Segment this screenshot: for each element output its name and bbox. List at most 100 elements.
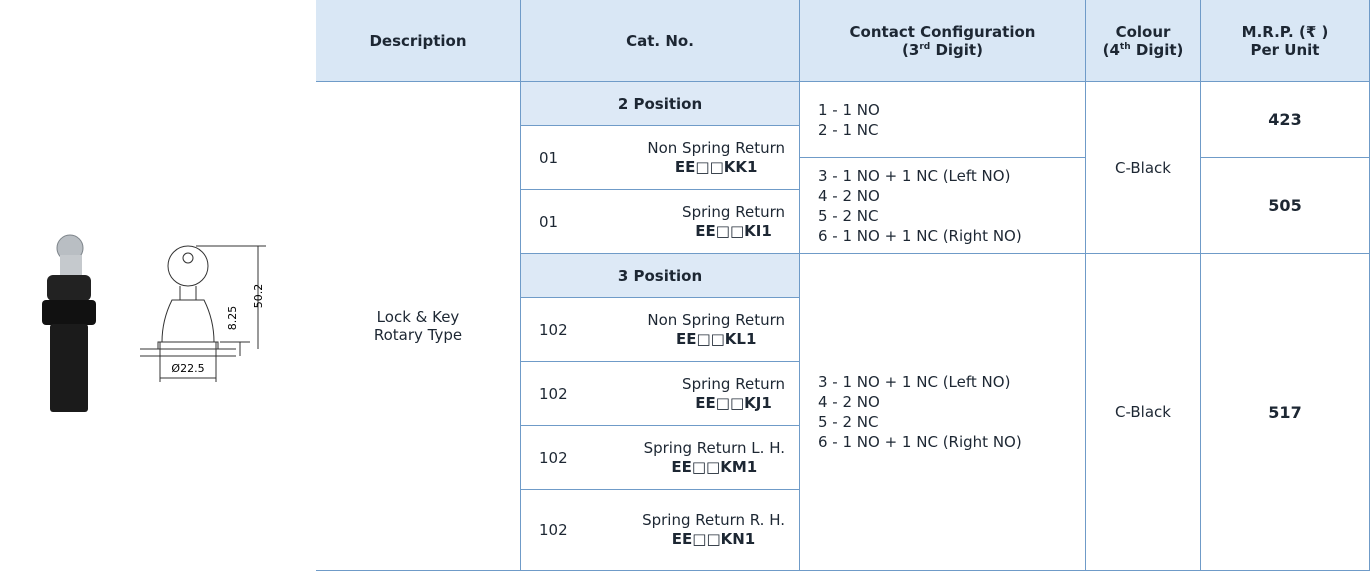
dimension-label: 8.25 [226,306,239,331]
variant-row: 102 Spring Return R. H. EE□□KN1 [521,490,800,571]
contact-line: 6 - 1 NO + 1 NC (Right NO) [818,226,1022,245]
dimension-drawing [140,245,266,382]
icon-label: 1 [539,384,549,403]
header-text: Description [369,31,467,50]
price: 423 [1268,110,1302,129]
header-text: Digit) [930,40,983,59]
price-cell: 517 [1201,254,1370,571]
icon-label: 0 [539,148,549,167]
variant-text: Non Spring Return EE□□KL1 [647,311,785,349]
variant-name: Spring Return [682,374,785,393]
contact-line: 6 - 1 NO + 1 NC (Right NO) [818,433,1022,451]
contact-line: 3 - 1 NO + 1 NC (Left NO) [818,166,1011,185]
header-text: Digit) [1130,40,1184,59]
position-row: 2 Position [521,82,800,126]
icon-label: 0 [539,212,549,231]
switch-icon: 102 [539,521,568,539]
header-cat-no: Cat. No. [521,0,800,82]
header-line: (3rd Digit) [902,41,983,59]
icon-label: 0 [548,320,559,339]
superscript: th [1119,41,1131,52]
icon-label: 1 [539,448,549,467]
contact-line: 2 - 1 NC [818,120,879,139]
header-text: Per Unit [1250,40,1320,59]
cat-no: EE□□KL1 [675,329,757,348]
header-text: Contact Configuration [849,22,1036,41]
cat-no: EE□□KI1 [695,221,772,240]
superscript: rd [919,41,931,52]
variant-name: Spring Return L. H. [643,438,785,457]
header-text: M.R.P. (₹ ) [1241,22,1329,41]
switch-icon: 01 [539,213,558,231]
header-colour: Colour (4th Digit) [1086,0,1201,82]
description-text: Lock & Key [376,308,460,326]
cat-no: EE□□KJ1 [695,393,772,412]
variant-row: 01 Spring Return EE□□KI1 [521,190,800,254]
variant-row: 102 Spring Return EE□□KJ1 [521,362,800,426]
header-text: Cat. No. [626,31,694,50]
variant-row: 102 Spring Return L. H. EE□□KM1 [521,426,800,490]
icon-label: 0 [548,521,559,539]
variant-name: Non Spring Return [647,310,785,329]
position-label: 2 Position [617,94,703,113]
variant-name: Spring Return R. H. [642,511,785,529]
icon-label: 0 [548,384,559,403]
position-row: 3 Position [521,254,800,298]
variant-name: Non Spring Return [647,138,785,157]
variant-text: Spring Return EE□□KI1 [682,203,785,241]
icon-label: 1 [539,521,549,539]
header-mrp: M.R.P. (₹ ) Per Unit [1201,0,1370,82]
colour-text: C-Black [1115,403,1171,421]
header-text: (4 [1102,40,1120,59]
product-images: 50.2 8.25 Ø22.5 [42,234,266,412]
colour-text: C-Black [1115,158,1171,177]
icon-label: 2 [558,521,568,539]
variant-text: Spring Return R. H. EE□□KN1 [642,511,785,549]
icon-label: 1 [539,320,549,339]
colour-cell: C-Black [1086,82,1201,254]
contact-line: 4 - 2 NO [818,393,880,411]
switch-icon: 102 [539,321,568,339]
description-text: Rotary Type [373,326,463,344]
variant-text: Spring Return EE□□KJ1 [682,375,785,413]
cat-no: EE□□KN1 [671,530,756,548]
switch-icon: 102 [539,385,568,403]
price: 505 [1268,196,1302,215]
cat-no: EE□□KK1 [674,157,758,176]
price: 517 [1268,402,1302,422]
product-photo [42,234,96,412]
variant-text: Spring Return L. H. EE□□KM1 [644,439,785,477]
contact-line: 5 - 2 NC [818,413,879,431]
variant-text: Non Spring Return EE□□KK1 [647,139,785,177]
variant-row: 102 Non Spring Return EE□□KL1 [521,298,800,362]
contact-line: 5 - 2 NC [818,206,879,225]
contact-line: 3 - 1 NO + 1 NC (Left NO) [818,373,1011,391]
header-text: (3 [902,40,920,59]
header-description: Description [316,0,521,82]
icon-label: 1 [548,212,559,231]
header-contact: Contact Configuration (3rd Digit) [800,0,1086,82]
switch-icon: 102 [539,449,568,467]
icon-label: 0 [548,448,559,467]
switch-icon: 01 [539,149,558,167]
contact-block: 1 - 1 NO 2 - 1 NC [800,82,1086,158]
icon-label: 2 [558,448,568,467]
contact-line: 4 - 2 NO [818,186,880,205]
description-cell: Lock & Key Rotary Type [316,82,521,571]
contact-block: 3 - 1 NO + 1 NC (Left NO) 4 - 2 NO 5 - 2 N… [800,254,1086,571]
contact-block: 3 - 1 NO + 1 NC (Left NO) 4 - 2 NO 5 - 2 N… [800,158,1086,254]
icon-label: 2 [558,384,568,403]
dimension-label: Ø22.5 [171,362,204,375]
cat-no: EE□□KM1 [671,457,758,476]
price-cell: 423 [1201,82,1370,158]
dimension-label: 50.2 [252,284,265,309]
position-label: 3 Position [617,266,703,285]
colour-cell: C-Black [1086,254,1201,571]
contact-line: 1 - 1 NO [818,100,880,119]
variant-row: 01 Non Spring Return EE□□KK1 [521,126,800,190]
header-text: Colour [1115,22,1171,41]
variant-name: Spring Return [682,202,785,221]
price-cell: 505 [1201,158,1370,254]
icon-label: 2 [558,320,568,339]
